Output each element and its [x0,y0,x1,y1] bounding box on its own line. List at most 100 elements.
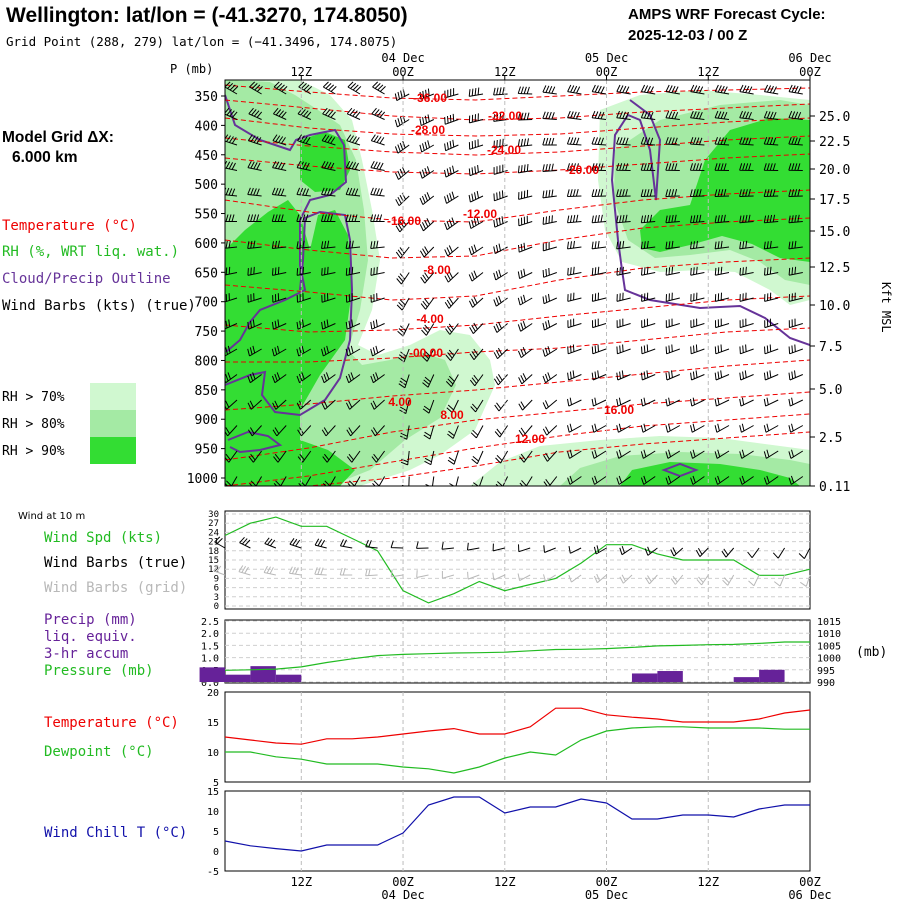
wind-barb [272,425,287,437]
wind-barb [225,187,238,197]
wind-barb [225,107,238,120]
surface-grid-barb [696,574,709,586]
surface-wind-barb [695,547,709,557]
wind-barb [763,370,779,381]
surface-grid-barb [238,565,251,576]
wind-barb [690,423,705,433]
cloud-outline-mid [225,210,354,417]
surface-grid-barb [800,574,811,587]
wind-speed-tick: 27 [208,519,219,529]
wind-chill-line [224,796,810,852]
wind-barb [321,293,336,303]
wind-barb [567,84,582,95]
wind-barb [714,449,730,459]
wind-barb [468,190,484,203]
wind-barb [542,215,557,225]
surface-grid-barb [773,574,786,587]
wind-barb [321,345,336,357]
wind-barb [616,344,631,355]
temp-tick: 10 [207,748,219,759]
isotherm-label: -12.00 [463,207,497,221]
wind-barb [273,476,287,486]
wind-barb [567,292,582,302]
temperature-panel: 20 15 10 5 [207,688,811,789]
isotherm-label: -24.00 [487,143,521,157]
pressure-tick-label: 350 [195,90,218,105]
wind-barb [493,321,508,333]
wind-barb [446,399,459,413]
wind-barb [542,346,558,357]
wind-barbs-true-legend: Wind Barbs (true) [44,555,187,571]
wind-barb [640,397,656,407]
wind-barb [714,188,730,197]
wind-barb [493,374,508,386]
precip-bar [225,674,251,682]
model-grid-label: Model Grid ΔX: [2,129,114,146]
wind-barb [296,372,312,384]
wind-barb [763,188,779,197]
wind-barb [370,372,385,384]
top-time-label: 12Z [494,65,516,79]
top-date-label: 05 Dec [585,51,628,65]
wind-barb [249,81,263,95]
grid-point-subtitle: Grid Point (288, 279) lat/lon = (−41.349… [6,34,397,49]
wind-barb [321,187,336,197]
surface-grid-barb [517,573,531,582]
wind-barb [420,297,435,310]
wind-barb [321,319,336,330]
wind-barb [591,240,607,250]
wind-barb [763,423,779,433]
wind-barb [444,271,459,283]
wind-barb [788,266,803,276]
wind-barb [444,297,459,309]
wind-barb [640,137,656,146]
wind-barb [272,399,287,410]
surface-grid-barb [263,565,277,576]
cross-section-frame [224,79,811,487]
wind-speed-tick: 30 [208,510,219,520]
wind-barb [517,112,533,121]
wind-barb [517,164,533,174]
wind-barb [225,372,238,384]
wind-speed-legend: Wind Spd (kts) [44,530,162,546]
wind-speed-tick: 15 [208,556,219,566]
cloud-legend: Cloud/Precip Outline [2,271,171,287]
wind-barb [444,165,459,178]
isotherm-line [225,413,810,486]
cross-section-panel: -36.00 -32.00 -28.00 -24.00 -20.00 -16.00 -12.… [187,75,893,495]
surface-wind-barb [239,536,251,549]
wind-barb [345,160,361,171]
wind-barb [370,187,385,197]
surface-grid-barb [748,574,760,587]
wind-barb [690,110,705,120]
precip-bar [657,671,683,682]
wind-speed-line [224,516,811,604]
pressure-tick: 990 [817,678,835,689]
isotherm-label: 16.00 [604,403,634,417]
wind-barb [665,423,681,433]
wind-barb [370,214,385,222]
wind-barb [345,372,361,384]
wind-barb [518,242,533,253]
wind-barb [616,292,631,302]
wind-barb [322,476,336,486]
wind-barb [690,240,705,250]
isotherm-line [225,84,810,101]
wind-barb [494,425,509,438]
wind-barb [616,449,631,459]
surface-grid-barb [339,567,353,576]
bottom-time-label: 00Z [799,875,821,889]
wind-panel-title: Wind at 10 m [18,511,85,522]
wind-barb [566,137,582,146]
isotherm-label: -20.00 [565,163,599,177]
wind-barb [517,268,533,280]
wind-barb [272,266,287,276]
wind-barb [542,372,558,384]
wind-barb [297,134,311,146]
wind-barb [397,323,410,337]
wind-barbs-legend: Wind Barbs (kts) (true) [2,298,196,314]
wind-barb [763,84,779,95]
wind-barb [469,374,484,387]
